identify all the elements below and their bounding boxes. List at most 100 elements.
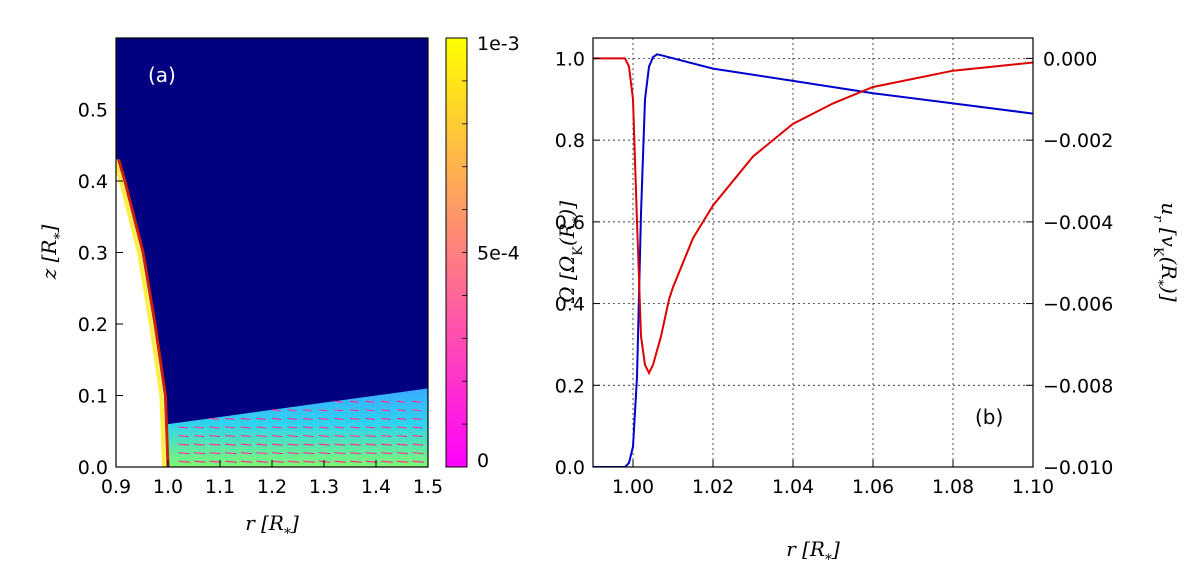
velocity-arrow xyxy=(381,452,393,455)
y-tick-label: 1.0 xyxy=(555,48,585,70)
velocity-arrow xyxy=(396,460,409,463)
x-tick-label: 1.08 xyxy=(932,476,974,498)
panel-b-ylabel-right: ur [vK(R*)] xyxy=(1151,202,1182,301)
x-tick-label: 1.06 xyxy=(852,476,894,498)
panel-b-xlabel: r [R*] xyxy=(786,537,840,567)
velocity-arrow xyxy=(178,460,191,463)
x-tick-label: 1.2 xyxy=(257,476,287,498)
velocity-arrows xyxy=(178,400,425,463)
panel-a-ylabel: z [R*] xyxy=(37,225,68,281)
y-tick-label: 0.0 xyxy=(555,457,585,479)
velocity-arrow xyxy=(396,409,406,412)
x-tick-label: 1.04 xyxy=(772,476,814,498)
velocity-arrow xyxy=(209,452,221,455)
velocity-arrow xyxy=(334,434,345,438)
velocity-arrow xyxy=(240,426,251,429)
velocity-arrow xyxy=(412,452,424,455)
velocity-arrow xyxy=(303,417,313,420)
velocity-arrow xyxy=(256,417,266,420)
velocity-arrow xyxy=(412,443,424,446)
velocity-arrow xyxy=(318,426,329,429)
velocity-arrow xyxy=(334,452,346,455)
velocity-arrow xyxy=(412,460,425,463)
velocity-arrow xyxy=(349,417,360,420)
velocity-arrow xyxy=(209,434,220,438)
panel-a xyxy=(116,38,428,467)
velocity-arrow xyxy=(349,452,362,455)
velocity-arrow xyxy=(334,426,345,429)
velocity-arrow xyxy=(318,417,329,420)
velocity-arrow xyxy=(381,460,393,463)
velocity-arrow xyxy=(365,409,375,412)
velocity-arrow xyxy=(381,443,392,446)
velocity-arrow xyxy=(381,400,390,403)
velocity-arrow xyxy=(271,452,284,455)
panel-b-x-ticks: 1.00 1.02 1.04 1.06 1.08 1.10 xyxy=(612,460,1054,498)
velocity-arrow xyxy=(303,409,313,412)
panel-a-y-ticks: 0.0 0.1 0.2 0.3 0.4 0.5 xyxy=(78,100,123,479)
velocity-arrow xyxy=(412,426,423,429)
velocity-arrow xyxy=(256,460,269,463)
velocity-arrow xyxy=(412,400,421,403)
velocity-arrow xyxy=(381,434,392,438)
velocity-arrow xyxy=(318,434,330,438)
velocity-arrow xyxy=(365,443,377,446)
velocity-arrow xyxy=(349,460,362,463)
right-y-tick-label: −0.010 xyxy=(1043,457,1113,479)
x-tick-label: 1.5 xyxy=(413,476,443,498)
velocity-arrow xyxy=(209,417,219,420)
x-tick-label: 1.0 xyxy=(153,476,183,498)
velocity-arrow xyxy=(365,400,374,403)
panel-a-xlabel: r [R*] xyxy=(245,511,299,542)
velocity-arrow xyxy=(256,426,267,429)
colorbar-tick-label: 5e-4 xyxy=(477,243,520,265)
colorbar-tick-label: 0 xyxy=(477,450,489,472)
stellar-surface-line xyxy=(117,159,170,467)
velocity-arrow xyxy=(381,426,392,429)
velocity-arrow xyxy=(334,443,346,446)
x-tick-label: 1.10 xyxy=(1012,476,1054,498)
velocity-arrow xyxy=(178,434,189,438)
velocity-arrow xyxy=(349,443,361,446)
velocity-arrow xyxy=(303,426,314,429)
velocity-arrow xyxy=(396,434,408,438)
velocity-arrow xyxy=(365,460,378,463)
velocity-arrow xyxy=(240,417,251,420)
boundary-layer-edge xyxy=(116,158,166,467)
velocity-arrow xyxy=(225,460,237,463)
velocity-arrow xyxy=(240,434,252,438)
velocity-arrow xyxy=(240,443,252,446)
colorbar-ticks: 1e-3 5e-4 0 xyxy=(462,33,520,472)
velocity-arrow xyxy=(303,443,314,446)
stellar-interior xyxy=(116,159,168,467)
panel-b-y-ticks: 0.0 0.2 0.4 0.6 0.8 1.0 xyxy=(555,48,600,479)
right-y-tick-label: −0.002 xyxy=(1043,130,1113,152)
x-tick-label: 1.02 xyxy=(692,476,734,498)
velocity-arrow xyxy=(271,434,283,438)
velocity-arrow xyxy=(303,460,315,463)
velocity-arrow xyxy=(287,452,299,455)
velocity-arrow xyxy=(412,434,423,438)
velocity-arrow xyxy=(365,452,377,455)
y-tick-label: 0.5 xyxy=(78,100,108,122)
velocity-arrow xyxy=(256,434,267,438)
velocity-arrow xyxy=(193,443,205,446)
velocity-arrow xyxy=(318,409,328,412)
velocity-arrow xyxy=(178,426,189,429)
right-y-tick-label: 0.000 xyxy=(1043,48,1097,70)
y-tick-label: 0.3 xyxy=(78,243,108,265)
velocity-arrow xyxy=(287,443,299,446)
velocity-arrow xyxy=(271,409,281,412)
velocity-arrow xyxy=(412,409,422,412)
velocity-arrow xyxy=(396,400,406,403)
right-y-tick-label: −0.004 xyxy=(1043,212,1113,234)
x-tick-label: 1.3 xyxy=(309,476,339,498)
x-tick-label: 0.9 xyxy=(101,476,131,498)
y-tick-label: 0.0 xyxy=(78,457,108,479)
velocity-arrow xyxy=(287,409,297,412)
velocity-arrow xyxy=(287,460,300,463)
y-tick-label: 0.6 xyxy=(555,212,585,234)
x-tick-label: 1.00 xyxy=(612,476,654,498)
colorbar-tick-label: 1e-3 xyxy=(477,33,520,55)
